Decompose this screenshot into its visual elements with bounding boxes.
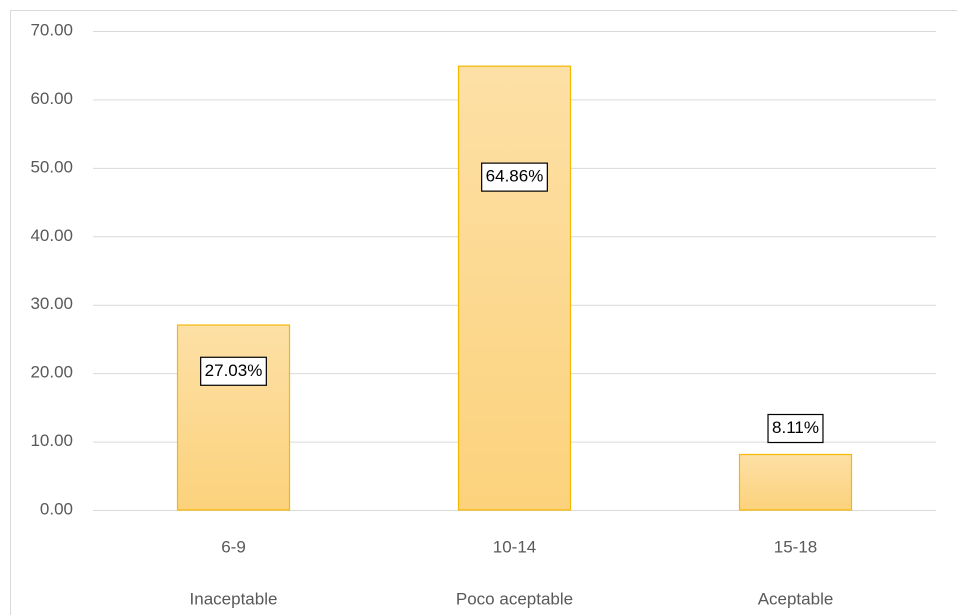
data-label: 64.86% [486,167,544,186]
y-tick-label: 50.00 [30,157,73,176]
bar [457,65,572,511]
bar [176,324,291,511]
y-tick-label: 40.00 [30,226,73,245]
x-tick-label: 6-9 [221,537,246,556]
data-label-box [767,413,824,444]
y-tick-label: 0.00 [40,499,73,518]
data-label-box [200,356,267,386]
bar [738,453,853,511]
y-tick-label: 30.00 [30,294,73,313]
x-group-label: Poco aceptable [456,589,573,608]
x-tick-label: 10-14 [493,537,536,556]
y-tick-label: 20.00 [30,363,73,382]
x-group-label: Inaceptable [190,589,278,608]
x-tick-label: 15-18 [774,537,817,556]
y-tick-label: 70.00 [30,20,73,39]
data-label: 8.11% [772,418,819,437]
data-label: 27.03% [205,361,263,380]
data-label-box [481,162,548,192]
y-tick-label: 10.00 [30,431,73,450]
y-tick-label: 60.00 [30,89,73,108]
x-group-label: Aceptable [758,589,834,608]
